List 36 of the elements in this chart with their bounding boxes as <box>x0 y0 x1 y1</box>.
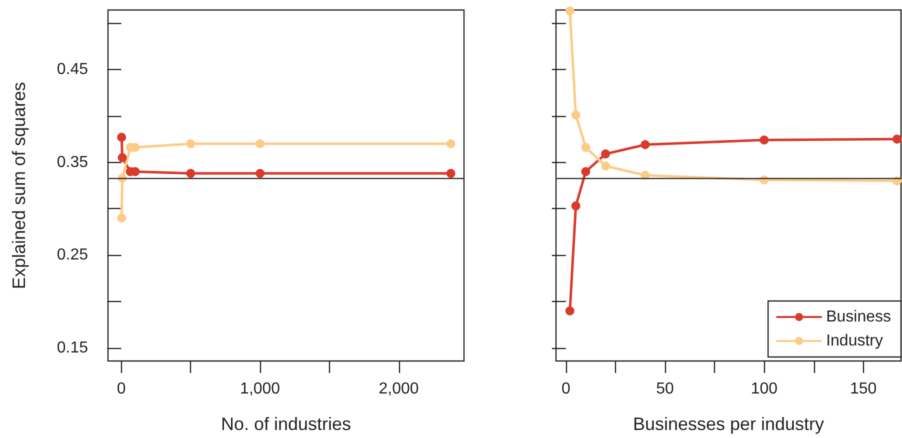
x-tick-label: 0 <box>561 380 570 398</box>
x-tick-label: 2,000 <box>378 380 419 398</box>
point <box>446 168 456 178</box>
x-tick-label: 150 <box>850 380 877 398</box>
point <box>565 306 574 316</box>
point <box>256 168 265 178</box>
point <box>601 149 610 158</box>
point <box>186 168 196 178</box>
x-tick-label: 1,000 <box>240 380 280 398</box>
point <box>117 132 126 142</box>
point <box>571 110 580 120</box>
point <box>601 162 610 170</box>
point <box>446 139 456 148</box>
point <box>571 201 580 210</box>
point <box>565 6 574 16</box>
point <box>186 139 196 148</box>
y-tick-label: 0.35 <box>56 154 88 171</box>
point <box>256 139 265 148</box>
point <box>760 136 769 144</box>
point <box>892 134 902 144</box>
y-tick-label: 0.25 <box>56 246 88 264</box>
x-tick-label: 100 <box>750 380 778 398</box>
x-tick-label: 50 <box>656 380 674 398</box>
point <box>117 214 126 222</box>
legend-label: Business <box>826 308 891 326</box>
y-axis-title: Explained sum of squares <box>9 82 29 290</box>
y-tick-label: 0.15 <box>56 340 88 356</box>
legend-label: Industry <box>826 332 883 350</box>
x-axis-title: Businesses per industry <box>632 414 824 434</box>
point <box>581 142 590 152</box>
point <box>640 140 650 150</box>
y-tick-label: 0.45 <box>56 60 88 78</box>
point <box>581 167 590 176</box>
x-tick-label: 0 <box>116 380 126 398</box>
x-axis-title: No. of industries <box>220 414 352 434</box>
point <box>118 153 127 162</box>
